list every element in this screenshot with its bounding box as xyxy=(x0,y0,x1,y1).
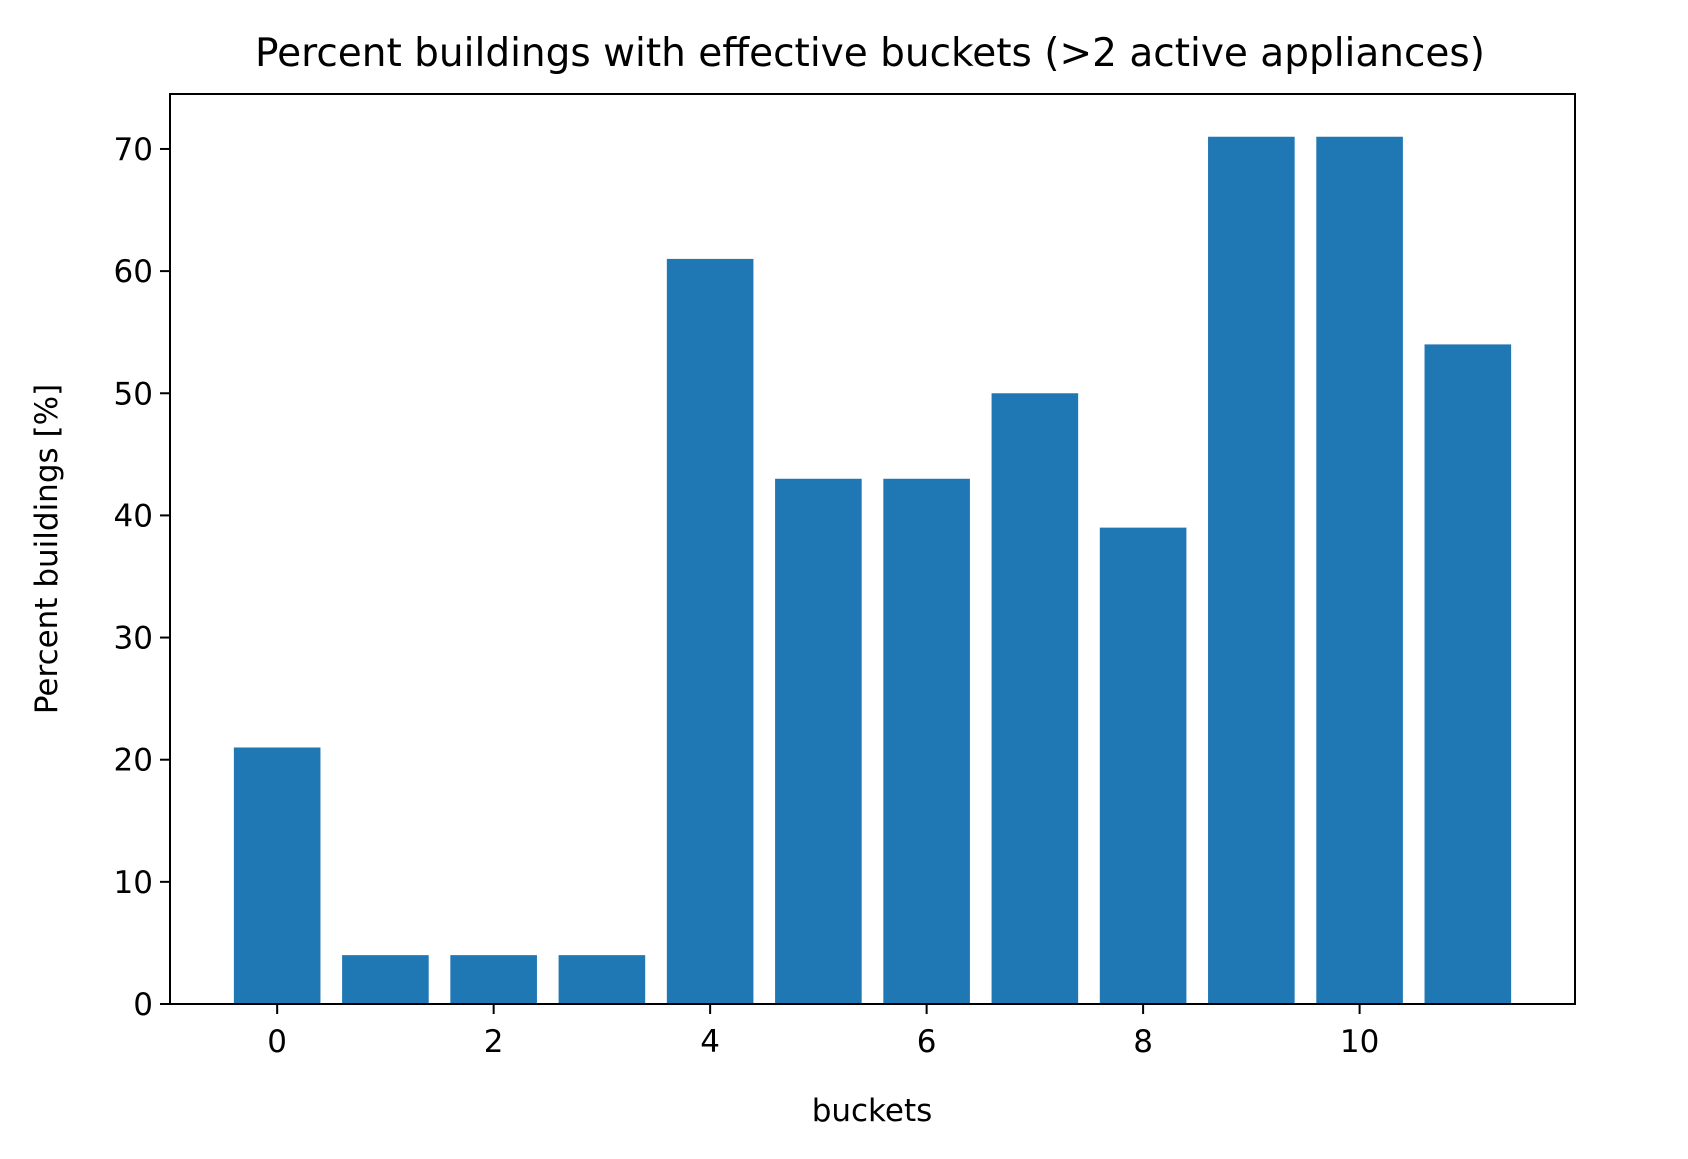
x-axis-label: buckets xyxy=(812,1093,933,1129)
bars-layer xyxy=(233,136,1512,1005)
chart-title: Percent buildings with effective buckets… xyxy=(255,31,1485,76)
y-tick-label-50: 50 xyxy=(114,376,153,412)
bar-4 xyxy=(666,258,754,1005)
y-axis-label: Percent buildings [%] xyxy=(29,384,65,714)
x-tick-label-10: 10 xyxy=(1340,1024,1379,1060)
bar-5 xyxy=(775,478,862,1004)
y-tick-label-30: 30 xyxy=(114,621,153,657)
bar-0 xyxy=(233,747,321,1004)
x-tick-label-0: 0 xyxy=(267,1024,287,1060)
bar-8 xyxy=(1099,527,1187,1004)
bar-2 xyxy=(450,955,537,1004)
x-tick-label-6: 6 xyxy=(917,1024,937,1060)
bar-7 xyxy=(991,393,1079,1005)
y-tick-label-70: 70 xyxy=(114,132,153,168)
y-tick-label-60: 60 xyxy=(114,254,153,290)
bar-9 xyxy=(1208,136,1295,1004)
x-tick-label-8: 8 xyxy=(1133,1024,1153,1060)
bar-3 xyxy=(558,955,646,1004)
y-tick-label-0: 0 xyxy=(133,987,153,1023)
bar-6 xyxy=(883,478,970,1004)
bar-11 xyxy=(1424,344,1512,1004)
x-tick-label-4: 4 xyxy=(700,1024,720,1060)
bar-10 xyxy=(1316,136,1403,1004)
y-tick-label-10: 10 xyxy=(114,865,153,901)
y-tick-label-20: 20 xyxy=(114,743,153,779)
plot-frame xyxy=(169,93,1576,1005)
ticks-layer: 0 2 4 6 8 10 0 10 20 30 40 50 60 70 xyxy=(114,132,1380,1060)
y-tick-label-40: 40 xyxy=(114,498,153,534)
bar-1 xyxy=(342,955,429,1004)
x-tick-label-2: 2 xyxy=(484,1024,504,1060)
